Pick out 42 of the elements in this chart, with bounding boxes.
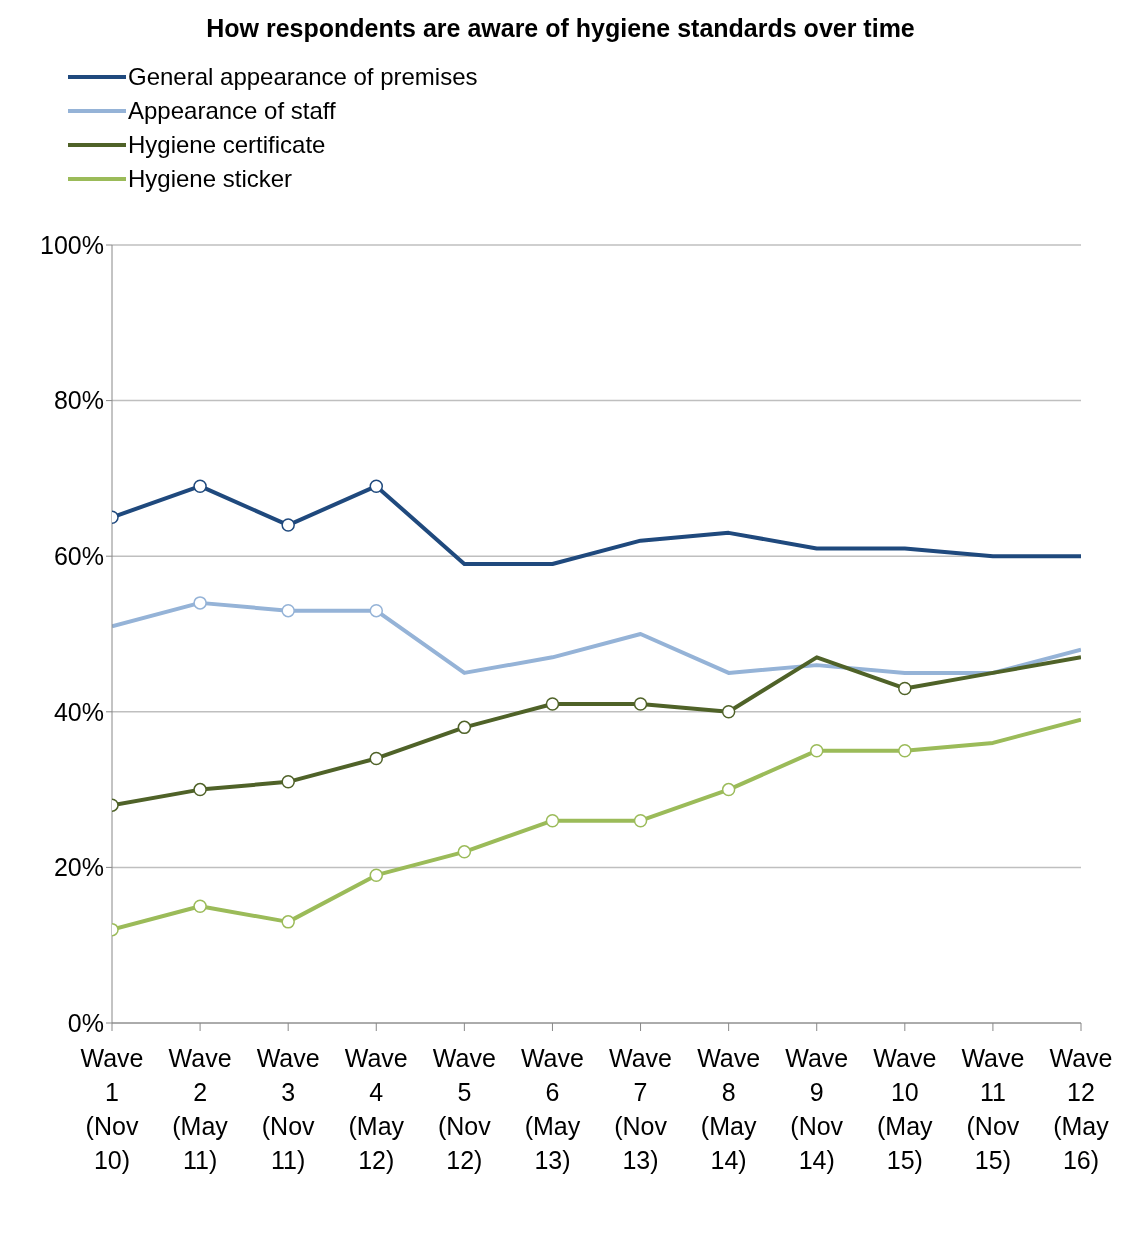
point (898, 743, 912, 758)
x-tick-label: Wave 2 (May 11) (168, 1044, 232, 1174)
y-tick-label: 60% (53, 542, 104, 571)
point (281, 518, 295, 532)
y-tick-label: 40% (53, 697, 104, 726)
point (281, 915, 295, 929)
point (281, 775, 295, 789)
y-tick-label: 80% (53, 386, 104, 415)
point (193, 479, 207, 493)
point (545, 697, 560, 711)
y-tick-label: 0% (67, 1008, 104, 1037)
x-tick-label: Wave 10 (May 15) (873, 1044, 937, 1174)
point (721, 705, 736, 719)
chart-title: How respondents are aware of hygiene standards over time (205, 13, 916, 43)
point (369, 868, 384, 882)
x-tick-label: Wave 11 (Nov 15) (961, 1044, 1025, 1174)
legend-label: Hygiene sticker (128, 165, 293, 193)
x-tick-label: Wave 6 (May 13) (520, 1044, 584, 1174)
point (545, 813, 560, 828)
x-tick-label: Wave 3 (Nov 11) (256, 1044, 320, 1174)
point (193, 899, 207, 914)
point (369, 479, 384, 493)
point (457, 845, 472, 859)
x-tick-label: Wave 1 (Nov 10) (80, 1044, 144, 1174)
point (721, 782, 736, 797)
point (809, 743, 824, 758)
y-tick-label: 20% (53, 853, 104, 882)
legend-label: General appearance of premises (128, 63, 478, 91)
x-tick-label: Wave 9 (Nov 14) (785, 1044, 849, 1174)
point (633, 813, 648, 828)
x-tick-label: Wave 4 (May 12) (344, 1044, 408, 1174)
point (633, 697, 648, 711)
x-tick-label: Wave 12 (May 16) (1049, 1044, 1113, 1174)
x-tick-label: Wave 5 (Nov 12) (432, 1044, 496, 1174)
point (369, 751, 384, 766)
legend-label: Appearance of staff (128, 97, 336, 125)
legend-label: Hygiene certificate (128, 131, 326, 159)
x-tick-label: Wave 7 (Nov 13) (609, 1044, 673, 1174)
point (193, 782, 207, 797)
x-tick-label: Wave 8 (May 14) (697, 1044, 761, 1174)
y-tick-label: 100% (40, 230, 104, 259)
point (457, 720, 472, 735)
